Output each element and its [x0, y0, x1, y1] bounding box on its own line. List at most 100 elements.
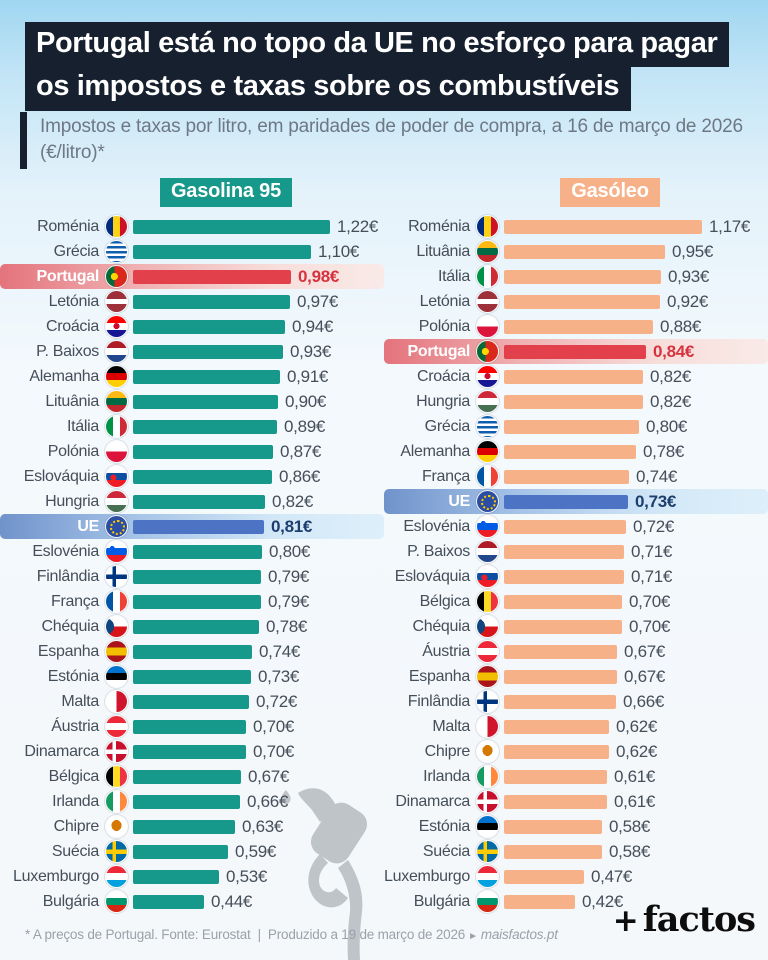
- table-row: Grécia 0,80€: [384, 414, 768, 439]
- bar-track: 0,93€: [504, 267, 768, 287]
- value-bar: [504, 819, 602, 834]
- table-row: Chéquia 0,78€: [0, 614, 384, 639]
- fr-flag-icon: [477, 466, 498, 487]
- footer-separator: |: [257, 927, 262, 942]
- eu-stars-ring: [480, 494, 496, 510]
- country-label: Bélgica: [48, 767, 100, 785]
- bar-value: 0,62€: [616, 741, 658, 761]
- bar-value: 0,86€: [279, 466, 321, 486]
- bar-value: 0,93€: [668, 266, 710, 286]
- country-label: Chipre: [424, 742, 471, 760]
- bar-track: 0,71€: [504, 567, 768, 587]
- table-row: Portugal 0,98€: [0, 264, 384, 289]
- country-label: Dinamarca: [24, 742, 99, 760]
- fuel-nozzle-watermark-icon: [281, 788, 368, 960]
- table-row: Itália 0,89€: [0, 414, 384, 439]
- table-row: Suécia 0,59€: [0, 839, 384, 864]
- country-label: P. Baixos: [407, 542, 470, 560]
- hu-flag-icon: [477, 391, 498, 412]
- country-label: Lituânia: [45, 392, 99, 410]
- table-row: Roménia 1,22€: [0, 214, 384, 239]
- country-label: Luxemburgo: [13, 867, 99, 885]
- bar-value: 0,82€: [650, 366, 692, 386]
- table-row: Espanha 0,74€: [0, 639, 384, 664]
- bar-value: 0,82€: [272, 491, 314, 511]
- bar-value: 0,67€: [624, 641, 666, 661]
- country-label: Alemanha: [400, 442, 470, 460]
- bar-track: 0,73€: [504, 492, 768, 512]
- bar-value: 0,74€: [636, 466, 678, 486]
- country-label: Chéquia: [41, 617, 99, 635]
- bar-value: 0,78€: [266, 616, 308, 636]
- value-bar: [133, 894, 204, 909]
- bar-value: 0,89€: [284, 416, 326, 436]
- sk-flag-icon: [106, 466, 127, 487]
- table-row: Malta 0,72€: [0, 689, 384, 714]
- table-row: Estónia 0,58€: [384, 814, 768, 839]
- bar-track: 1,22€: [133, 217, 384, 237]
- bar-value: 1,17€: [709, 216, 751, 236]
- country-label: Dinamarca: [395, 792, 470, 810]
- table-row: Hungria 0,82€: [0, 489, 384, 514]
- value-bar: [133, 519, 264, 534]
- country-label: Eslovénia: [32, 542, 99, 560]
- value-bar: [133, 694, 249, 709]
- value-bar: [133, 269, 291, 284]
- bar-value: 0,47€: [591, 866, 633, 886]
- bar-track: 0,94€: [133, 317, 384, 337]
- country-label: Letónia: [419, 292, 471, 310]
- hu-flag-icon: [106, 491, 127, 512]
- bar-track: 0,63€: [133, 817, 384, 837]
- table-row: Roménia 1,17€: [384, 214, 768, 239]
- fi-flag-icon: [106, 566, 127, 587]
- bar-track: 0,79€: [133, 567, 384, 587]
- country-label: Irlanda: [423, 767, 470, 785]
- chart-title-gasolina: Gasolina 95: [159, 178, 293, 207]
- bar-track: 0,70€: [133, 717, 384, 737]
- bar-value: 0,90€: [285, 391, 327, 411]
- country-label: Espanha: [408, 667, 470, 685]
- bar-value: 0,72€: [633, 516, 675, 536]
- value-bar: [504, 619, 622, 634]
- at-flag-icon: [477, 641, 498, 662]
- value-bar: [133, 294, 290, 309]
- bar-track: 0,84€: [504, 342, 768, 362]
- bar-track: 0,67€: [504, 642, 768, 662]
- bar-track: 0,92€: [504, 292, 768, 312]
- country-label: Hungria: [416, 392, 470, 410]
- country-label: Eslováquia: [394, 567, 471, 585]
- page-title: Portugal está no topo da UE no esforço p…: [25, 22, 730, 111]
- charts-area: Gasolina 95 Roménia 1,22€ Grécia 1,10€ Portu…: [0, 178, 768, 914]
- country-label: Espanha: [37, 642, 99, 660]
- lu-flag-icon: [477, 866, 498, 887]
- bar-value: 0,67€: [624, 666, 666, 686]
- value-bar: [133, 219, 330, 234]
- es-flag-icon: [477, 666, 498, 687]
- country-label: Bulgária: [42, 892, 100, 910]
- country-label: Eslováquia: [23, 467, 100, 485]
- chart-gasoleo: Gasóleo Roménia 1,17€ Lituânia 0,95€ Itália 0…: [384, 178, 768, 914]
- de-flag-icon: [106, 366, 127, 387]
- bar-value: 0,70€: [629, 591, 671, 611]
- fr-flag-icon: [106, 591, 127, 612]
- bar-track: 0,81€: [133, 517, 384, 537]
- factos-logo: + factos: [613, 899, 756, 940]
- lt-flag-icon: [477, 241, 498, 262]
- bar-track: 0,80€: [133, 542, 384, 562]
- bar-track: 0,95€: [504, 242, 768, 262]
- country-label: Roménia: [37, 217, 99, 235]
- bar-track: 0,79€: [133, 592, 384, 612]
- table-row: Bélgica 0,70€: [384, 589, 768, 614]
- chart-gasolina-95: Gasolina 95 Roménia 1,22€ Grécia 1,10€ Portu…: [0, 178, 384, 914]
- bar-track: 0,58€: [504, 817, 768, 837]
- gr-flag-icon: [106, 241, 127, 262]
- value-bar: [504, 519, 626, 534]
- cy-flag-icon: [106, 816, 127, 837]
- table-row: Grécia 1,10€: [0, 239, 384, 264]
- table-row: Suécia 0,58€: [384, 839, 768, 864]
- bg-flag-icon: [477, 891, 498, 912]
- value-bar: [133, 744, 246, 759]
- bar-value: 0,94€: [292, 316, 334, 336]
- bar-value: 0,91€: [287, 366, 329, 386]
